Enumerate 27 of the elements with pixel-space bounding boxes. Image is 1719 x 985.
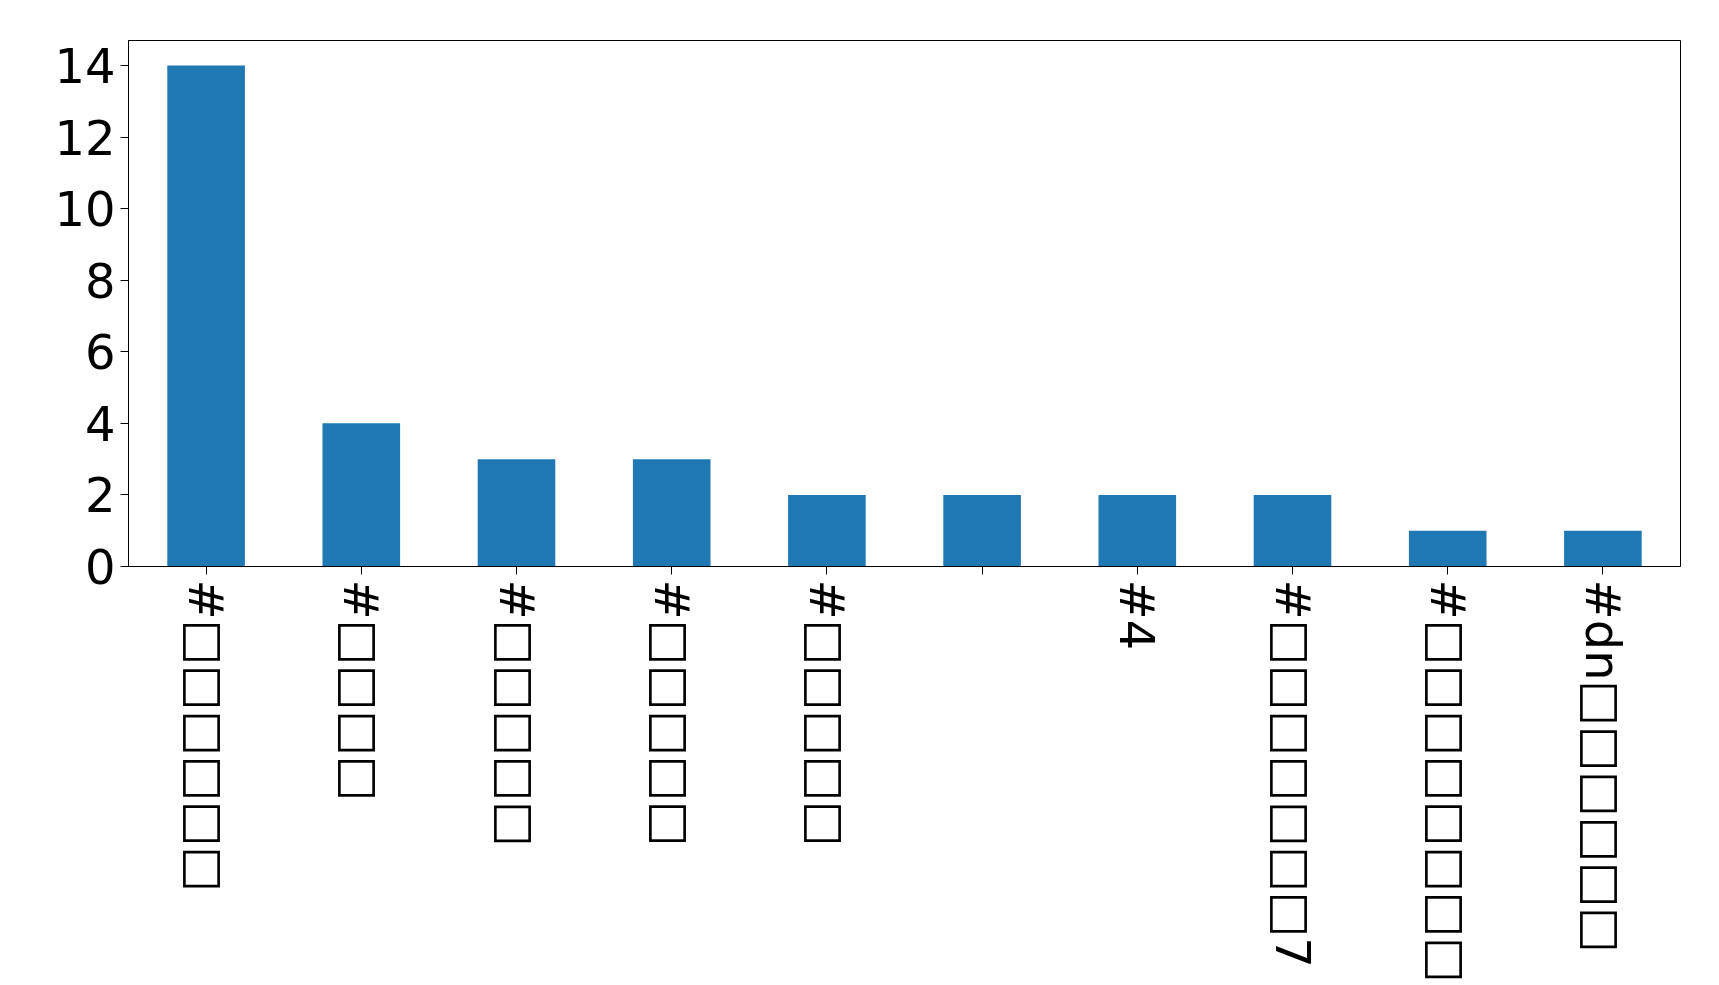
y-tick-label: 8: [84, 252, 116, 309]
bar: [1098, 494, 1177, 567]
y-tick-label: 10: [54, 181, 116, 238]
x-tick-label: #4: [1109, 579, 1166, 651]
y-tick-label: 4: [84, 395, 116, 452]
y-tick-label: 6: [84, 324, 116, 381]
x-tick-label: #□□□□□□□7: [1264, 579, 1321, 968]
x-tick-label: #□□□□□: [488, 579, 545, 847]
y-tick-label: 0: [84, 539, 116, 595]
bar: [1253, 494, 1332, 567]
bar: [1408, 530, 1487, 567]
x-tick-label: #□□□□□: [798, 579, 855, 847]
bar: [477, 459, 556, 567]
bar: [322, 423, 401, 567]
bar: [167, 65, 245, 567]
bar: [943, 494, 1021, 567]
x-tick-label: #□□□□□□: [178, 579, 235, 892]
y-tick-label: 2: [84, 467, 116, 524]
x-tick-label: #□□□□□□□□: [1419, 579, 1476, 983]
y-tick-label: 14: [54, 38, 116, 95]
x-tick-label: #□□□□: [333, 579, 390, 802]
x-tick-label: #□□□□□: [643, 579, 700, 847]
x-tick-label: #dn□□□□□□: [1574, 579, 1631, 953]
y-tick-label: 12: [54, 109, 116, 166]
bar: [788, 494, 866, 567]
bar: [632, 459, 711, 567]
bar: [1564, 530, 1642, 567]
